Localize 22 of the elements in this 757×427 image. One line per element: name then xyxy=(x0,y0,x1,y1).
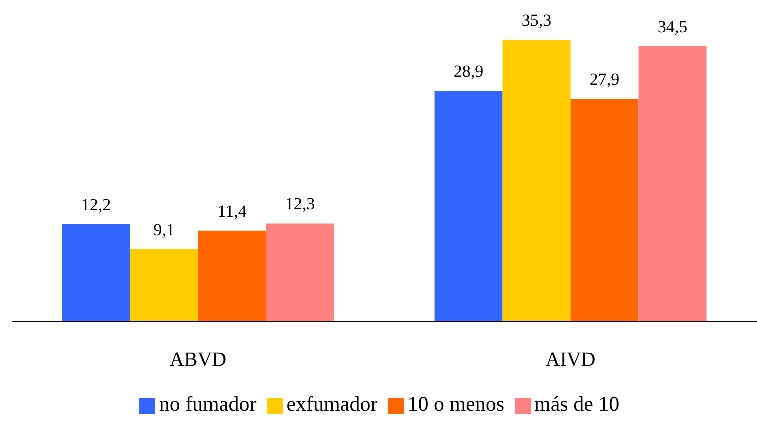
legend-label: exfumador xyxy=(286,392,378,416)
data-label: 34,5 xyxy=(658,17,688,36)
x-tick-label: ABVD xyxy=(170,349,227,372)
data-label: 9,1 xyxy=(154,220,175,240)
data-label: 28,9 xyxy=(454,62,484,82)
legend-label: no fumador xyxy=(159,392,257,416)
data-label: 35,3 xyxy=(522,11,552,30)
bar xyxy=(638,46,707,322)
legend-label: más de 10 xyxy=(534,392,620,416)
data-label: 11,4 xyxy=(218,202,248,221)
data-label: 12,3 xyxy=(285,194,316,214)
bar xyxy=(266,224,334,322)
bar xyxy=(502,40,571,322)
bar xyxy=(434,91,503,322)
legend-label: 10 o menos xyxy=(408,392,505,416)
x-tick-label: AIVD xyxy=(546,349,596,372)
data-label: 27,9 xyxy=(590,70,620,90)
bar xyxy=(570,99,639,322)
bar xyxy=(130,249,198,322)
bar xyxy=(198,230,266,322)
data-label: 12,2 xyxy=(81,196,112,215)
bar xyxy=(62,224,130,322)
